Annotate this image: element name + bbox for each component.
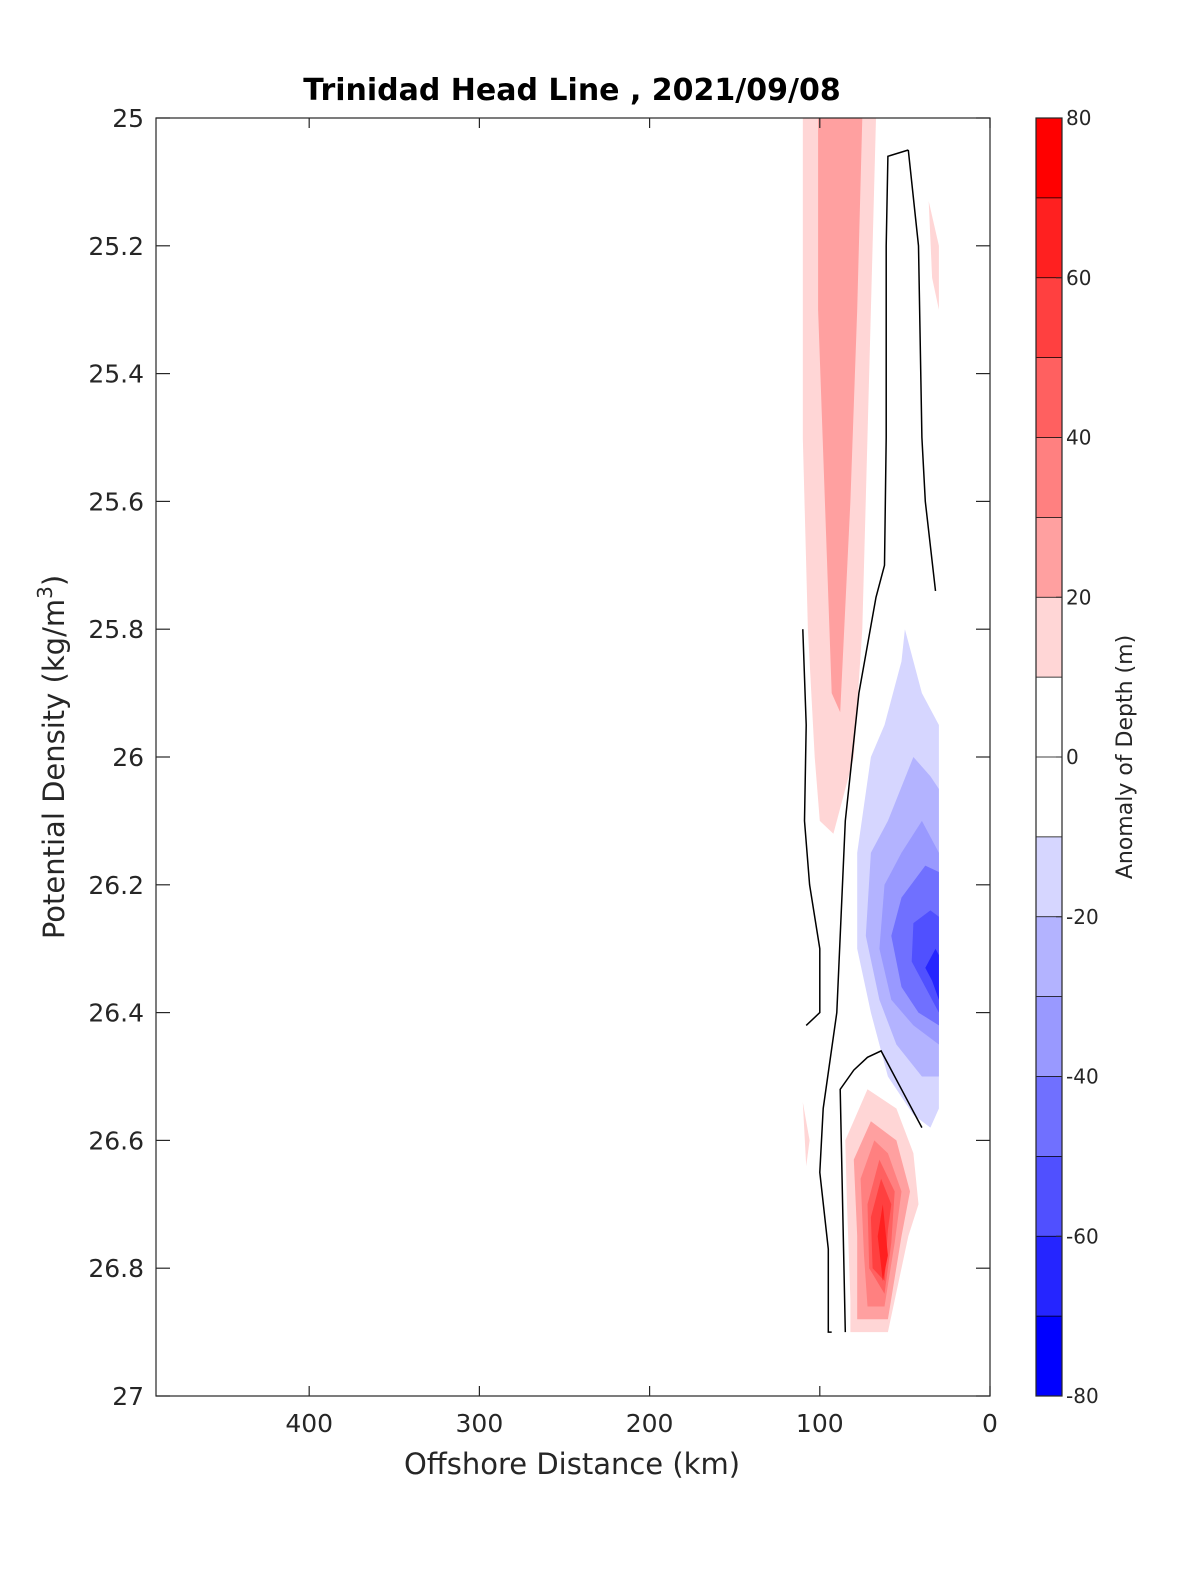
colorbar-band (1036, 357, 1062, 438)
colorbar-label: Anomaly of Depth (m) (1113, 635, 1138, 879)
x-axis-label: Offshore Distance (km) (404, 1447, 740, 1481)
zero-contour-offshore (802, 629, 821, 1026)
colorbar-band (1036, 118, 1062, 198)
y-tick-label: 26.2 (88, 871, 144, 900)
positive-anomaly-deep (802, 1102, 810, 1166)
colorbar-band (1036, 597, 1062, 678)
negative-anomaly (911, 910, 939, 1013)
chart-title: Trinidad Head Line , 2021/09/08 (303, 73, 840, 108)
negative-anomaly (925, 948, 939, 1000)
y-axis-label-superscript: 3 (33, 586, 57, 599)
zero-contour-deep (839, 1049, 923, 1333)
colorbar-tick-label: 20 (1066, 585, 1091, 609)
y-tick-label: 26.6 (88, 1126, 144, 1155)
positive-anomaly-upper (818, 118, 863, 713)
x-axis-ticks: 400 300 200 100 0 (285, 118, 998, 1438)
x-tick-label: 100 (796, 1409, 844, 1438)
y-tick-label: 25.2 (88, 232, 144, 261)
zero-contour-layer (802, 149, 937, 1333)
colorbar-band (1036, 1316, 1062, 1396)
colorbar-band (1036, 437, 1062, 518)
y-axis-label-text: Potential Density (kg/m (37, 599, 71, 939)
x-tick-label: 300 (456, 1409, 504, 1438)
y-axis-label: Potential Density (kg/m3) (33, 575, 71, 939)
colorbar-tick-label: 80 (1066, 106, 1091, 130)
colorbar-tick-label: -60 (1066, 1224, 1099, 1248)
colorbar-band (1036, 1076, 1062, 1157)
x-tick-label: 400 (285, 1409, 333, 1438)
colorbar-tick-label: -20 (1066, 905, 1099, 929)
colorbar-band (1036, 996, 1062, 1077)
positive-anomaly-nearshore (928, 201, 939, 310)
colorbar-band (1036, 1156, 1062, 1237)
colorbar-band (1036, 197, 1062, 278)
colorbar-band (1036, 677, 1062, 757)
y-tick-label: 26 (112, 743, 144, 772)
y-tick-label: 25.4 (88, 360, 144, 389)
colorbar-tick-label: 40 (1066, 426, 1091, 450)
y-tick-label: 26.4 (88, 999, 144, 1028)
colorbar: 80 60 40 20 0 -20 -40 -60 -80 Anomaly of Depth (… (1035, 106, 1138, 1408)
colorbar-tick-label: 0 (1066, 745, 1079, 769)
colorbar-band (1036, 1236, 1062, 1317)
positive-anomaly-deep (877, 1204, 888, 1281)
colorbar-band (1036, 836, 1062, 917)
y-axis-label-close: ) (37, 575, 71, 586)
colorbar-band (1036, 517, 1062, 598)
zero-contour-nearshore (907, 149, 937, 591)
colorbar-ticks: 80 60 40 20 0 -20 -40 -60 -80 (1056, 106, 1099, 1408)
y-tick-label: 25.6 (88, 487, 144, 516)
colorbar-tick-label: 60 (1066, 266, 1091, 290)
colorbar-band (1036, 916, 1062, 997)
colorbar-band (1036, 757, 1062, 837)
x-tick-label: 200 (626, 1409, 674, 1438)
y-tick-label: 27 (112, 1382, 144, 1411)
colorbar-tick-label: -80 (1066, 1384, 1099, 1408)
y-tick-label: 26.8 (88, 1254, 144, 1283)
zero-contour-nearshore (819, 149, 909, 1333)
y-tick-label: 25 (112, 104, 144, 133)
filled-contour-layer (802, 118, 939, 1333)
y-tick-label: 25.8 (88, 615, 144, 644)
x-tick-label: 0 (982, 1409, 998, 1438)
plot-area: 400 300 200 100 0 25 25.2 25.4 25.6 25.8 26 26.2 26… (88, 104, 998, 1438)
colorbar-band (1036, 277, 1062, 358)
y-axis-ticks: 25 25.2 25.4 25.6 25.8 26 26.2 26.4 26.6 26.8 27 (88, 104, 990, 1411)
colorbar-tick-label: -40 (1066, 1065, 1099, 1089)
